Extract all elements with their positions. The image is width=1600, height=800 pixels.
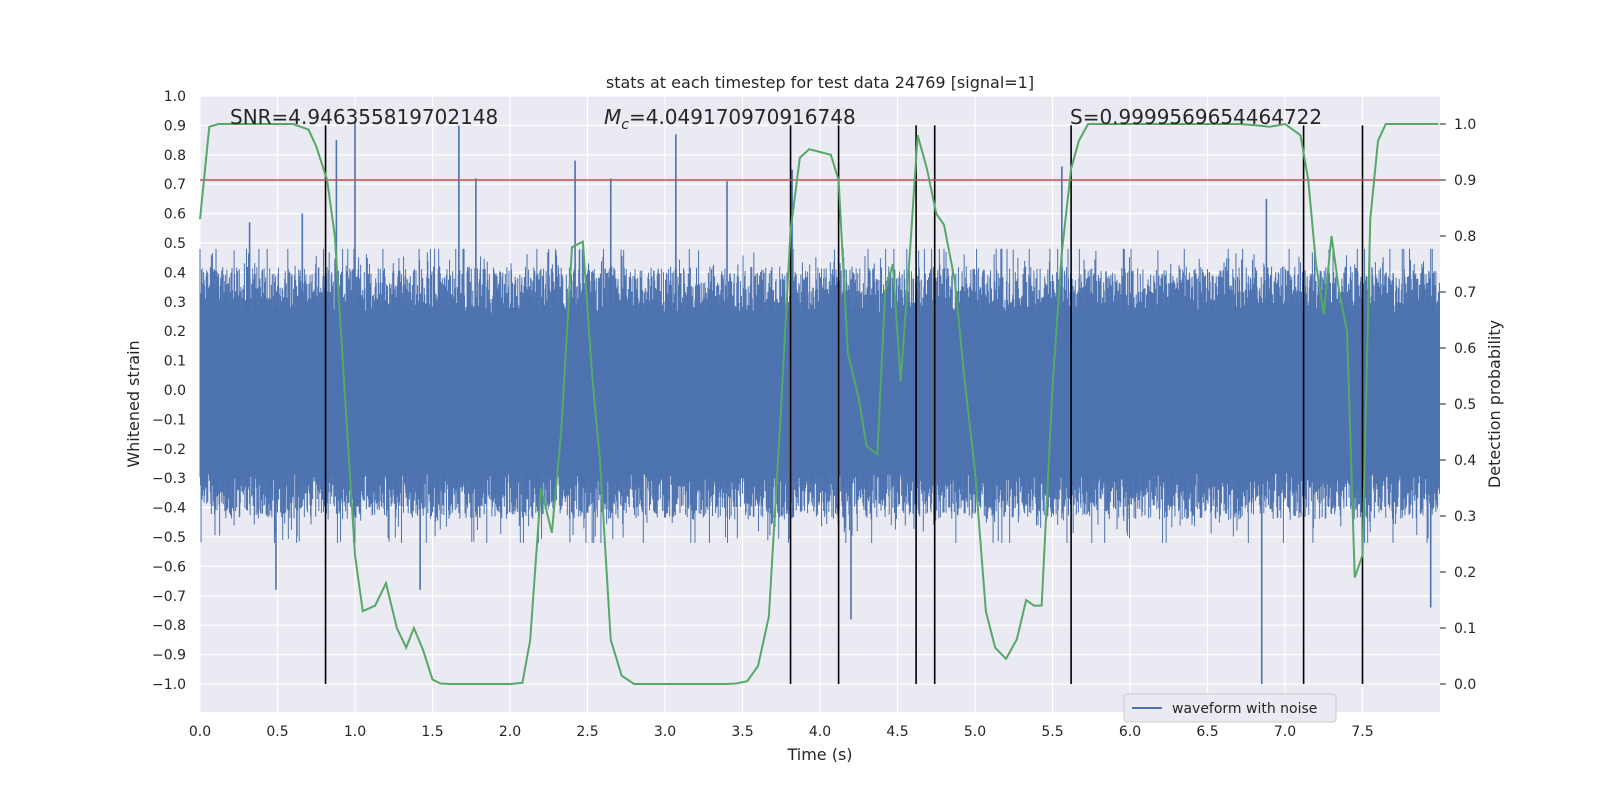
snr-annotation: SNR=4.946355819702148: [230, 105, 498, 129]
y-right-tick-label: 0.4: [1454, 453, 1476, 469]
y-tick-label: −0.2: [152, 442, 186, 458]
waveform-series: [199, 122, 1440, 684]
x-tick-label: 4.5: [886, 724, 908, 740]
chirp-mass-subscript: c: [621, 117, 629, 133]
y-tick-label: −0.5: [152, 530, 186, 546]
vertical-markers: [324, 125, 1364, 684]
significance-annotation: S=0.9999569654464722: [1070, 105, 1322, 129]
x-tick-label: 6.0: [1119, 724, 1141, 740]
y-tick-label: 0.3: [164, 295, 186, 311]
y-right-tick-label: 0.0: [1454, 677, 1476, 693]
y-right-axis-label: Detection probability: [1485, 320, 1504, 488]
x-tick-label: 7.0: [1274, 724, 1296, 740]
y-right-tick-label: 0.5: [1454, 397, 1476, 413]
probability-line: [199, 122, 1439, 685]
y-tick-label: −0.4: [152, 501, 186, 517]
y-axis-ticks: 1.0 0.9 0.8 0.7 0.6 0.5 0.4 0.3 0.2 0.1 0.0 −0.1 −0.…: [152, 89, 186, 693]
y-tick-label: −0.3: [152, 471, 186, 487]
legend-label: waveform with noise: [1172, 701, 1317, 717]
y-right-tick-label: 0.6: [1454, 341, 1476, 357]
y-tick-label: 0.9: [164, 118, 186, 134]
chirp-mass-symbol: M: [604, 105, 621, 129]
x-tick-label: 3.5: [731, 724, 753, 740]
x-tick-label: 3.0: [654, 724, 676, 740]
chirp-mass-value: =4.049170970916748: [629, 105, 856, 129]
probability-series: [199, 122, 1439, 685]
y-tick-label: 0.6: [164, 207, 186, 223]
y-tick-label: 0.4: [164, 265, 186, 281]
y-tick-label: −0.9: [152, 648, 186, 664]
y-tick-label: 0.2: [164, 324, 186, 340]
y-tick-label: 0.1: [164, 354, 186, 370]
x-axis-label: Time (s): [786, 745, 852, 764]
y-tick-label: −1.0: [152, 677, 186, 693]
y-tick-label: 0.7: [164, 177, 186, 193]
x-tick-label: 2.5: [576, 724, 598, 740]
y-tick-label: 0.0: [164, 383, 186, 399]
x-tick-label: 4.0: [809, 724, 831, 740]
y-right-tick-label: 1.0: [1454, 117, 1476, 133]
x-tick-label: 6.5: [1196, 724, 1218, 740]
y-tick-label: 0.5: [164, 236, 186, 252]
x-tick-label: 7.5: [1351, 724, 1373, 740]
y-right-tick-label: 0.3: [1454, 509, 1476, 525]
x-tick-label: 2.0: [499, 724, 521, 740]
waveform-core: [200, 325, 1440, 461]
y-right-tick-label: 0.8: [1454, 229, 1476, 245]
y-right-tick-label: 0.7: [1454, 285, 1476, 301]
legend: waveform with noise: [1123, 693, 1337, 723]
x-tick-label: 1.0: [344, 724, 366, 740]
x-tick-label: 5.0: [964, 724, 986, 740]
y-axis-label: Whitened strain: [124, 340, 143, 467]
y-tick-label: −0.7: [152, 589, 186, 605]
y-tick-label: 0.8: [164, 148, 186, 164]
x-tick-label: 5.5: [1041, 724, 1063, 740]
y-right-tick-label: 0.1: [1454, 621, 1476, 637]
y-tick-label: −0.1: [152, 412, 186, 428]
y-tick-label: −0.8: [152, 618, 186, 634]
chart-title: stats at each timestep for test data 247…: [606, 73, 1034, 92]
chirp-mass-annotation: Mc=4.049170970916748: [604, 105, 856, 133]
x-axis-ticks: 0.0 0.5 1.0 1.5 2.0 2.5 3.0 3.5 4.0 4.5 5.0 5.5 6.0 6…: [189, 724, 1374, 740]
legend-box: [1123, 693, 1337, 723]
y-right-axis-ticks: 1.0 0.9 0.8 0.7 0.6 0.5 0.4 0.3 0.2 0.1 0.0: [1440, 117, 1476, 693]
x-tick-label: 0.0: [189, 724, 211, 740]
y-right-tick-label: 0.2: [1454, 565, 1476, 581]
y-tick-label: 1.0: [164, 89, 186, 105]
y-right-tick-label: 0.9: [1454, 173, 1476, 189]
x-tick-label: 1.5: [421, 724, 443, 740]
y-tick-label: −0.6: [152, 559, 186, 575]
x-tick-label: 0.5: [266, 724, 288, 740]
